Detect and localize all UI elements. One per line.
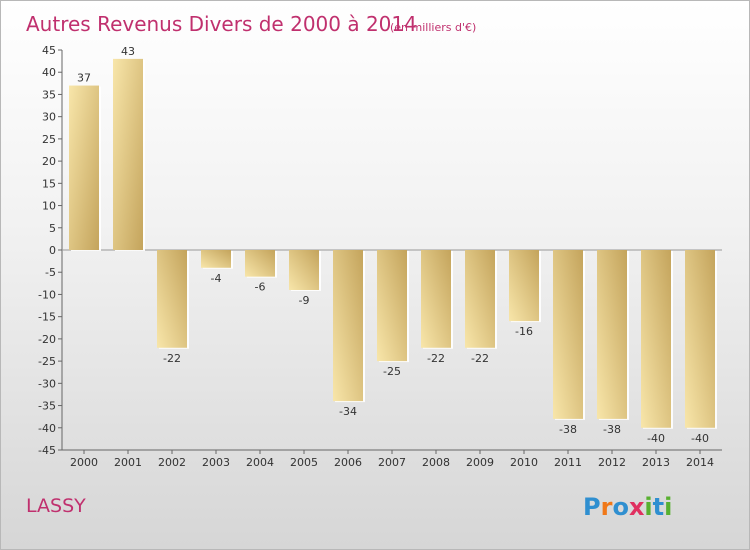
- logo-letter: P: [583, 493, 601, 521]
- logo-letter: r: [601, 493, 613, 521]
- data-label-2009: -22: [471, 352, 489, 365]
- y-tick-label: 25: [42, 133, 56, 146]
- bar-2005: [289, 250, 319, 290]
- x-tick-label: 2009: [466, 456, 494, 469]
- x-tick-label: 2004: [246, 456, 274, 469]
- data-label-2006: -34: [339, 405, 357, 418]
- bar-2014: [685, 250, 715, 428]
- x-tick-label: 2000: [70, 456, 98, 469]
- logo-letter: x: [629, 493, 645, 521]
- data-label-2011: -38: [559, 423, 577, 436]
- y-tick-label: 20: [42, 155, 56, 168]
- bar-2007: [377, 250, 407, 362]
- logo-letter: o: [612, 493, 629, 521]
- y-tick-label: 35: [42, 88, 56, 101]
- x-tick-label: 2012: [598, 456, 626, 469]
- bar-2002: [157, 250, 187, 348]
- x-tick-label: 2005: [290, 456, 318, 469]
- bars: [69, 58, 717, 429]
- data-label-2002: -22: [163, 352, 181, 365]
- y-tick-label: 0: [49, 244, 56, 257]
- bar-2008: [421, 250, 451, 348]
- bar-2006: [333, 250, 363, 402]
- bar-2003: [201, 250, 231, 268]
- x-tick-label: 2011: [554, 456, 582, 469]
- x-tick-label: 2003: [202, 456, 230, 469]
- bar-2001: [113, 58, 143, 251]
- data-label-2014: -40: [691, 432, 709, 445]
- bar-2012: [597, 250, 627, 419]
- data-label-2007: -25: [383, 365, 401, 378]
- data-label-2001: 43: [121, 45, 135, 58]
- y-tick-label: 30: [42, 111, 56, 124]
- chart-title: Autres Revenus Divers de 2000 à 2014: [26, 12, 417, 36]
- logo-letter: t: [653, 493, 664, 521]
- axes: 45 40 35 30 25 20 15 10 5 0 -5 -10 -15 -20 -25 -30 -35 -4…: [38, 44, 722, 469]
- x-tick-label: 2001: [114, 456, 142, 469]
- bar-2010: [509, 250, 539, 322]
- y-tick-label: 40: [42, 66, 56, 79]
- bar-2009: [465, 250, 495, 348]
- logo-letter: i: [664, 493, 672, 521]
- commune-name: LASSY: [26, 495, 86, 517]
- y-tick-label: -25: [38, 355, 56, 368]
- bar-2004: [245, 250, 275, 277]
- data-label-2012: -38: [603, 423, 621, 436]
- y-tick-label: 15: [42, 177, 56, 190]
- x-tick-label: 2008: [422, 456, 450, 469]
- y-tick-label: -40: [38, 422, 56, 435]
- data-label-2004: -6: [255, 281, 266, 294]
- y-tick-label: -30: [38, 377, 56, 390]
- proxiti-logo: Proxiti: [583, 493, 672, 521]
- y-tick-label: -5: [45, 266, 56, 279]
- y-tick-label: -20: [38, 333, 56, 346]
- y-tick-label: -15: [38, 311, 56, 324]
- y-tick-label: 45: [42, 44, 56, 57]
- y-tick-label: -10: [38, 288, 56, 301]
- y-tick-label: -45: [38, 444, 56, 457]
- data-label-2000: 37: [77, 72, 91, 85]
- data-label-2005: -9: [299, 294, 310, 307]
- data-label-2013: -40: [647, 432, 665, 445]
- data-label-2003: -4: [211, 272, 222, 285]
- x-tick-label: 2010: [510, 456, 538, 469]
- data-label-2010: -16: [515, 325, 533, 338]
- y-tick-label: -35: [38, 400, 56, 413]
- data-labels: 37 43 -22 -4 -6 -9 -34 -25 -22 -22 -16 -38 -38 -40 -40: [77, 45, 709, 445]
- data-label-2008: -22: [427, 352, 445, 365]
- logo-letter: i: [644, 493, 652, 521]
- x-tick-label: 2006: [334, 456, 362, 469]
- bar-2011: [553, 250, 583, 419]
- x-tick-label: 2014: [686, 456, 714, 469]
- y-tick-label: 10: [42, 200, 56, 213]
- bar-2000: [69, 85, 99, 250]
- x-tick-label: 2002: [158, 456, 186, 469]
- bar-2013: [641, 250, 671, 428]
- x-tick-label: 2007: [378, 456, 406, 469]
- y-tick-label: 5: [49, 222, 56, 235]
- chart-subtitle: (en milliers d'€): [390, 21, 476, 34]
- x-tick-label: 2013: [642, 456, 670, 469]
